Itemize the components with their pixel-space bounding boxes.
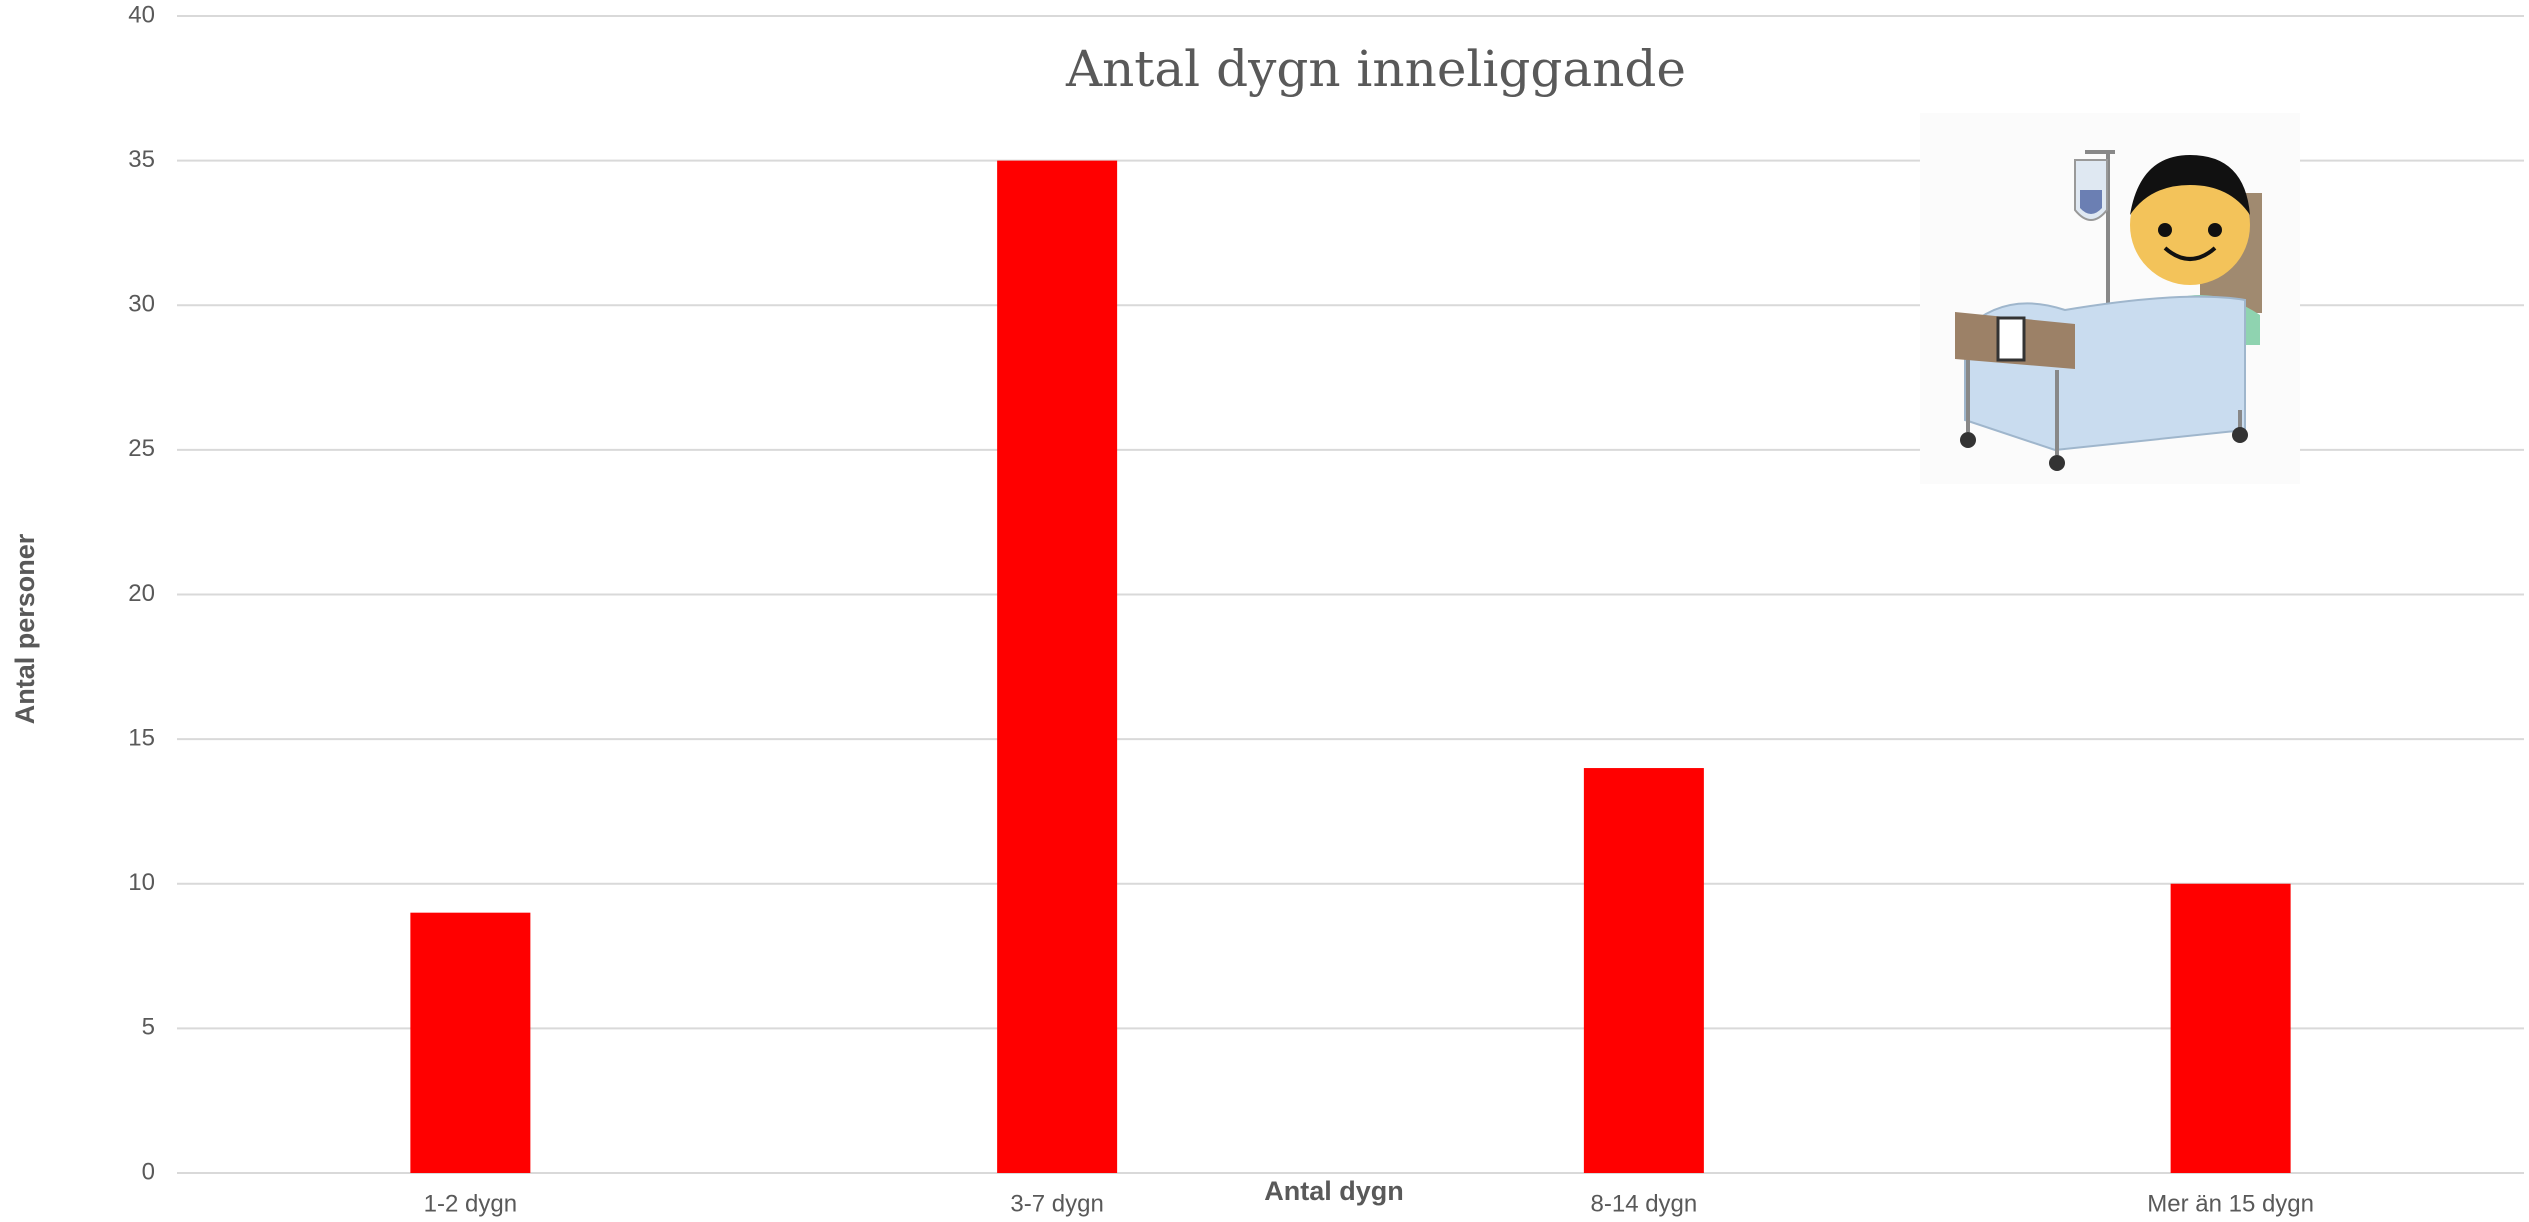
x-tick-label: 8-14 dygn: [1591, 1190, 1698, 1217]
bar: [410, 912, 531, 1173]
bar: [997, 160, 1118, 1173]
bar: [2170, 883, 2291, 1173]
y-tick-label: 30: [128, 291, 155, 318]
x-tick-label: Mer än 15 dygn: [2147, 1190, 2314, 1217]
y-tick-label: 10: [128, 869, 155, 896]
y-tick-label: 0: [142, 1158, 155, 1185]
y-tick-label: 40: [128, 1, 155, 28]
illustration: [1920, 113, 2300, 484]
y-axis-title: Antal personer: [10, 533, 40, 724]
y-tick-label: 25: [128, 435, 155, 462]
y-tick-label: 35: [128, 146, 155, 173]
x-tick-label: 1-2 dygn: [424, 1190, 517, 1217]
y-tick-label: 20: [128, 580, 155, 607]
x-axis-title: Antal dygn: [1264, 1176, 1404, 1206]
chart-title: Antal dygn inneliggande: [1065, 40, 1686, 98]
bar: [1583, 768, 1704, 1173]
x-tick-label: 3-7 dygn: [1010, 1190, 1103, 1217]
y-tick-label: 15: [128, 724, 155, 751]
y-tick-label: 5: [142, 1014, 155, 1041]
